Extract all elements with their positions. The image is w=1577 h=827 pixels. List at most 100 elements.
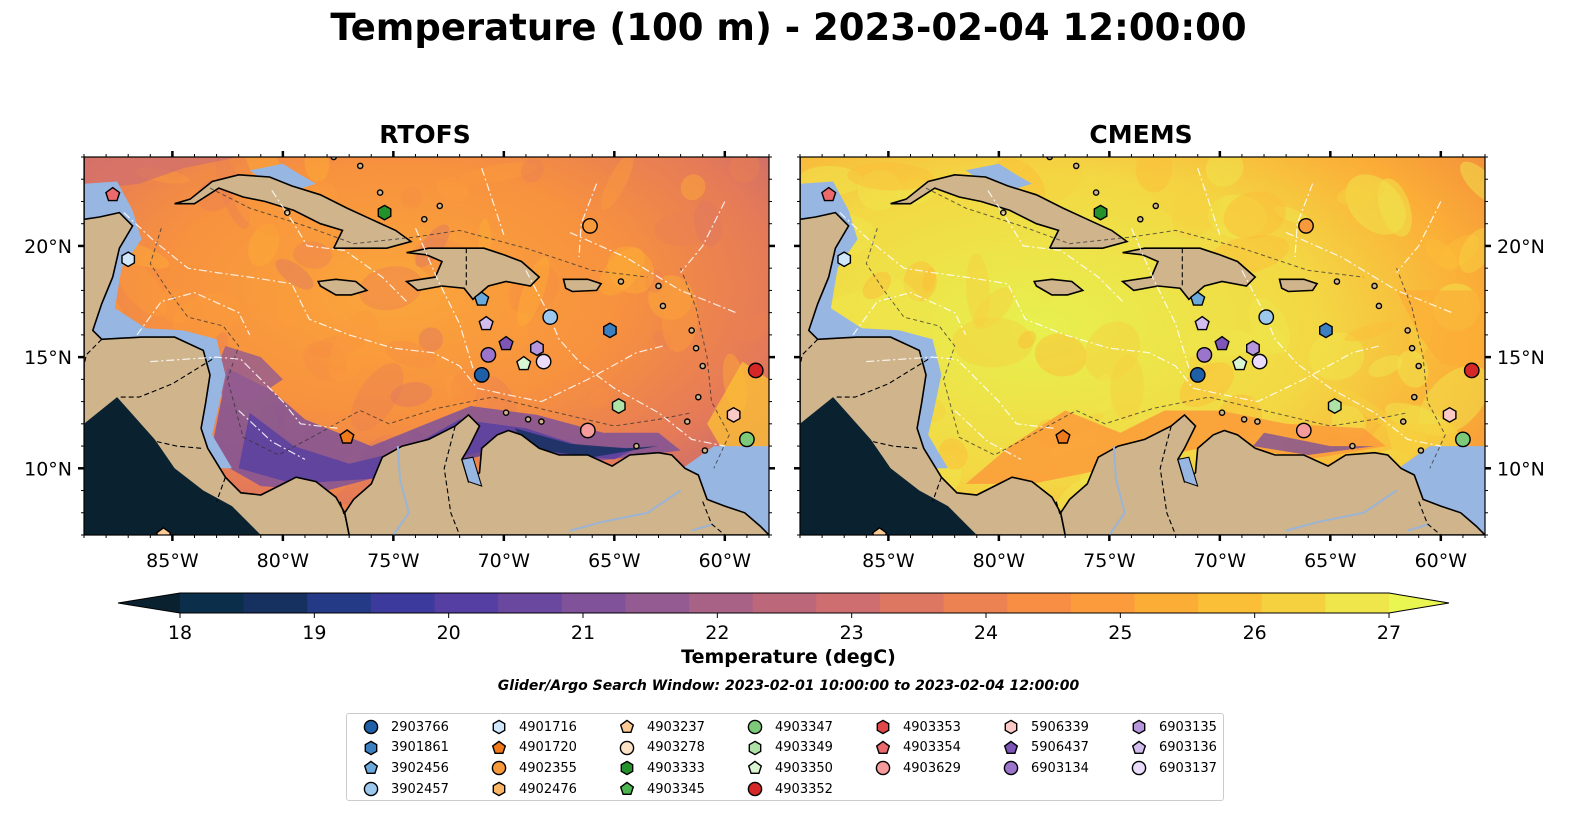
legend-item-label: 4903354 [903, 740, 961, 756]
legend-item: 3902457 [355, 779, 480, 800]
float-marker-4903354 [821, 186, 837, 202]
legend-item: 3901861 [355, 738, 480, 759]
float-marker-4903237 [155, 526, 172, 535]
legend-item-label: 4903237 [647, 719, 705, 735]
lat-tick-label: 20°N [24, 236, 72, 258]
legend-item: 4903353 [867, 717, 992, 738]
float-marker-4903349 [611, 397, 626, 415]
colorbar: 18 19 20 21 22 23 24 25 26 27 [117, 592, 1450, 640]
float-marker-6903135 [530, 340, 544, 357]
legend-item-label: 4903350 [775, 760, 833, 776]
lon-tick-label: 85°W [862, 550, 915, 572]
legend-item-label: 3902457 [391, 781, 449, 797]
legend-column: 6903135 6903136 6903137 [1123, 717, 1248, 779]
legend-item-label: 2903766 [391, 719, 449, 735]
colorbar-segment [498, 593, 563, 613]
colorbar-segment [180, 593, 245, 613]
country-border [156, 441, 202, 449]
pentagon-marker-icon [1003, 740, 1019, 754]
eez-line [680, 201, 726, 273]
hexagon-marker-shape [492, 719, 506, 735]
pentagon-marker-icon [1131, 740, 1147, 754]
float-marker-4903347 [1455, 431, 1471, 448]
legend-item: 6903134 [995, 758, 1120, 779]
float-marker-5906339 [1442, 406, 1457, 423]
circle-marker-icon [747, 781, 763, 797]
legend-item-label: 4903352 [775, 781, 833, 797]
float-marker-2903766 [473, 367, 490, 383]
eez-line [578, 183, 598, 258]
legend-item-label: 4903347 [775, 719, 833, 735]
legend-item-label: 4902476 [519, 781, 577, 797]
pentagon-marker-shape [619, 781, 635, 796]
legend-item-label: 3901861 [391, 740, 449, 756]
pentagon-marker-shape [875, 740, 891, 754]
float-marker-4903350 [1232, 355, 1248, 371]
circle-marker-shape [747, 781, 763, 797]
legend-column: 5906339 5906437 6903134 [995, 717, 1120, 779]
hexagon-marker-shape [1132, 719, 1146, 735]
legend-item: 4903345 [611, 779, 736, 800]
eez-line [1130, 227, 1190, 369]
legend-item: 5906437 [995, 738, 1120, 759]
country-border [1418, 501, 1442, 535]
lat-tick-label: 10°N [1497, 458, 1545, 480]
float-marker-4903629 [579, 422, 596, 439]
colorbar-segment [816, 593, 881, 613]
map-panel-cmems [800, 157, 1485, 535]
circle-marker-shape [491, 761, 507, 776]
circle-marker-shape [875, 761, 891, 776]
float-marker-5906339 [726, 406, 741, 423]
legend-item: 4902355 [483, 758, 608, 779]
legend-item-label: 5906339 [1031, 719, 1089, 735]
circle-marker-icon [1003, 761, 1019, 776]
lon-tick-label: 65°W [588, 550, 641, 572]
legend-item: 4901720 [483, 738, 608, 759]
float-marker-6903134 [1196, 346, 1213, 363]
float-marker-4902355 [1298, 218, 1314, 234]
search-window-text: Glider/Argo Search Window: 2023-02-01 10… [497, 678, 1080, 694]
eez-line [1294, 183, 1314, 258]
legend-item: 4903278 [611, 738, 736, 759]
eez-line [1285, 232, 1453, 314]
float-marker-4903333 [1093, 204, 1108, 221]
legend-item-label: 4901716 [519, 719, 577, 735]
float-marker-3902456 [1190, 291, 1206, 306]
float-marker-5906437 [1214, 335, 1230, 351]
eez-line [123, 212, 664, 403]
float-marker-4902355 [582, 218, 598, 234]
panel-title-cmems: CMEMS [1089, 120, 1193, 149]
colorbar-over-arrow [1389, 593, 1449, 613]
lat-tick-label: 10°N [24, 458, 72, 480]
lon-tick-label: 80°W [973, 550, 1026, 572]
colorbar-tick-label: 25 [1108, 622, 1132, 640]
pentagon-marker-icon [619, 781, 635, 796]
pentagon-marker-icon [491, 740, 507, 754]
lat-tick-label: 15°N [1497, 347, 1545, 369]
map-figure: 85°W 80°W 75°W 70°W 65°W 60°W 20°N 15°N 10°N 85°W… [24, 151, 1545, 640]
float-marker-5906437 [498, 335, 514, 351]
float-marker-4903629 [1295, 422, 1312, 439]
float-marker-3902457 [542, 309, 559, 325]
legend-item: 2903766 [355, 717, 480, 738]
colorbar-segment [1134, 593, 1199, 613]
colorbar-label: Temperature (degC) [681, 646, 896, 668]
legend-item: 4901716 [483, 717, 608, 738]
float-marker-6903134 [480, 346, 497, 363]
circle-marker-icon [1131, 761, 1147, 776]
circle-marker-icon [875, 761, 891, 776]
landmass [890, 173, 1129, 249]
legend-item-label: 4903353 [903, 719, 961, 735]
lon-tick-label: 75°W [1083, 550, 1136, 572]
landmass [1032, 278, 1085, 296]
landmass [316, 278, 369, 296]
pentagon-marker-icon [747, 761, 763, 775]
country-border [835, 358, 929, 398]
float-marker-6903136 [1194, 315, 1210, 331]
pentagon-marker-icon [875, 740, 891, 754]
hexagon-marker-icon [876, 719, 890, 735]
legend-item: 4903349 [739, 738, 864, 759]
circle-marker-icon [363, 719, 379, 735]
legend-item: 5906339 [995, 717, 1120, 738]
country-border [872, 441, 918, 449]
